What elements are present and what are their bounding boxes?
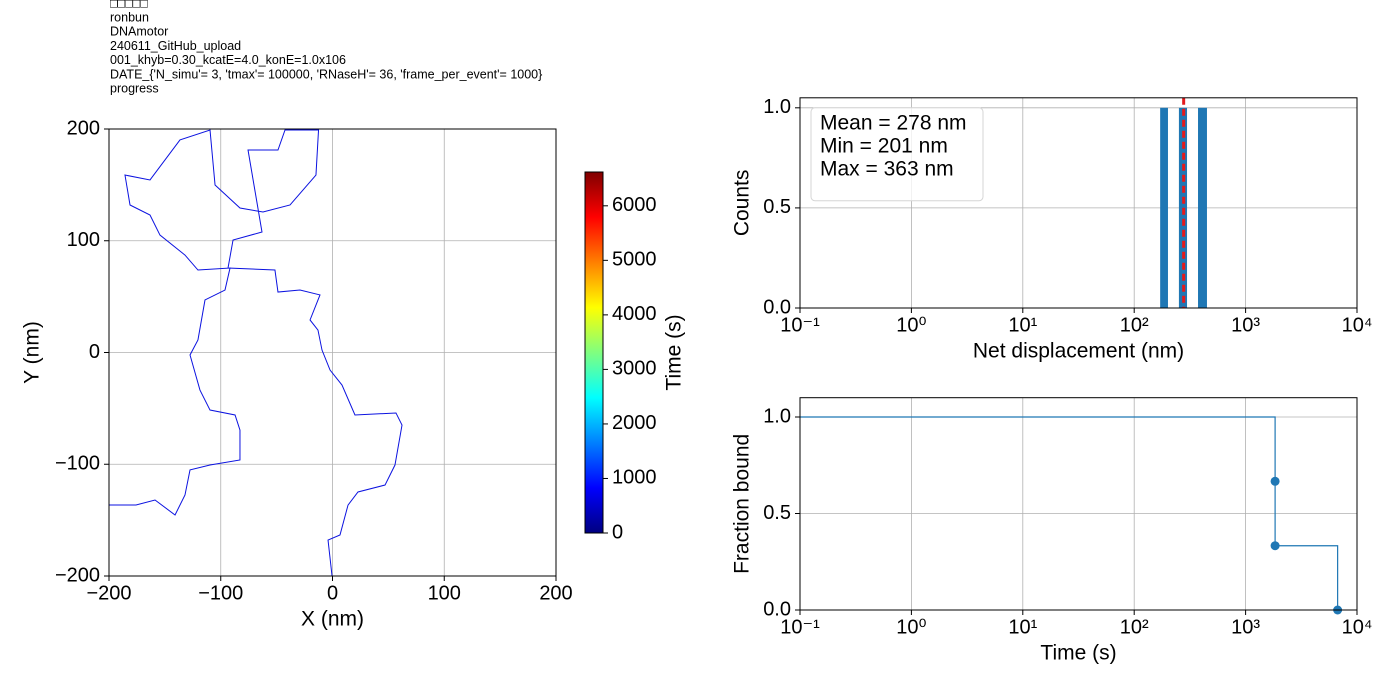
trajectory-line bbox=[109, 129, 403, 577]
x-axis-label: X (nm) bbox=[301, 608, 364, 631]
y-axis-label: Counts bbox=[731, 170, 754, 237]
x-tick-label: −200 bbox=[86, 582, 131, 604]
colorbar-tick-label: 5000 bbox=[612, 249, 657, 271]
x-tick-label: 10⁻¹ bbox=[780, 314, 820, 336]
x-tick-label: 10¹ bbox=[1008, 616, 1037, 638]
y-axis-label: Y (nm) bbox=[21, 321, 44, 384]
y-tick-label: 0.5 bbox=[763, 502, 791, 524]
axes-frame bbox=[108, 128, 557, 577]
step-segment bbox=[1275, 545, 1339, 610]
x-tick-label: 10¹ bbox=[1008, 314, 1037, 336]
x-tick-label: 10⁴ bbox=[1342, 314, 1373, 336]
bar bbox=[1198, 107, 1207, 308]
x-tick-label: 200 bbox=[539, 582, 572, 604]
annotation-text: Max = 363 nm bbox=[820, 157, 954, 180]
annotation-text: Min = 201 nm bbox=[820, 134, 948, 157]
y-tick-label: 0 bbox=[89, 341, 100, 363]
header-line: □□□□□ bbox=[110, 0, 148, 10]
y-axis-label: Fraction bound bbox=[731, 434, 754, 574]
colorbar-label: Time (s) bbox=[663, 314, 686, 390]
y-tick-label: 100 bbox=[67, 229, 100, 251]
x-axis-label: Net displacement (nm) bbox=[973, 340, 1184, 363]
y-tick-label: 0.5 bbox=[763, 196, 791, 218]
y-tick-label: 0.0 bbox=[763, 598, 791, 620]
y-tick-label: 0.0 bbox=[763, 296, 791, 318]
colorbar bbox=[584, 171, 604, 534]
axes: 10⁻¹ 10⁰ 10¹ 10² 10³ 10⁴ 0.0 0.5 1.0 bbox=[763, 397, 1373, 638]
header-line: ronbun bbox=[110, 10, 149, 24]
axes-frame bbox=[799, 97, 1358, 309]
x-tick-label: −100 bbox=[198, 582, 243, 604]
axes-frame bbox=[799, 397, 1358, 611]
x-tick-label: 10² bbox=[1120, 314, 1149, 336]
x-tick-label: 0 bbox=[327, 582, 338, 604]
y-tick-label: 200 bbox=[67, 117, 100, 139]
header-line: progress bbox=[110, 81, 159, 95]
header-line: DATE_{'N_simu'= 3, 'tmax'= 100000, 'RNas… bbox=[110, 67, 542, 81]
y-tick-label: 1.0 bbox=[763, 96, 791, 118]
y-tick-label: −200 bbox=[55, 564, 100, 586]
colorbar-tick-label: 0 bbox=[612, 521, 623, 543]
point bbox=[1270, 476, 1280, 486]
colorbar-tick-label: 4000 bbox=[612, 303, 657, 325]
x-tick-label: 100 bbox=[428, 582, 461, 604]
x-tick-label: 10³ bbox=[1231, 616, 1260, 638]
header-line: 001_khyb=0.30_kcatE=4.0_konE=1.0x106 bbox=[110, 53, 346, 67]
x-axis-label: Time (s) bbox=[1040, 642, 1116, 665]
x-tick-label: 10² bbox=[1120, 616, 1149, 638]
step-segment bbox=[800, 416, 1276, 482]
annotation-text: Mean = 278 nm bbox=[820, 111, 967, 134]
x-tick-label: 10⁰ bbox=[896, 314, 926, 336]
x-tick-label: 10³ bbox=[1231, 314, 1260, 336]
y-tick-label: −100 bbox=[55, 453, 100, 475]
bar bbox=[1160, 107, 1168, 308]
annotation-box bbox=[810, 107, 984, 202]
point bbox=[1270, 541, 1280, 551]
colorbar-tick-label: 3000 bbox=[612, 358, 657, 380]
axes: −200 −100 0 100 200 −200 −100 0 100 200 bbox=[55, 117, 573, 604]
header-line: 240611_GitHub_upload bbox=[110, 39, 241, 53]
colorbar-tick-label: 1000 bbox=[612, 467, 657, 489]
header-line: DNAmotor bbox=[110, 25, 168, 39]
x-tick-label: 10⁴ bbox=[1342, 616, 1373, 638]
colorbar-tick-label: 6000 bbox=[612, 194, 657, 216]
x-tick-label: 10⁰ bbox=[896, 616, 926, 638]
x-tick-label: 10⁻¹ bbox=[780, 616, 820, 638]
y-tick-label: 1.0 bbox=[763, 405, 791, 427]
colorbar-tick-label: 2000 bbox=[612, 412, 657, 434]
